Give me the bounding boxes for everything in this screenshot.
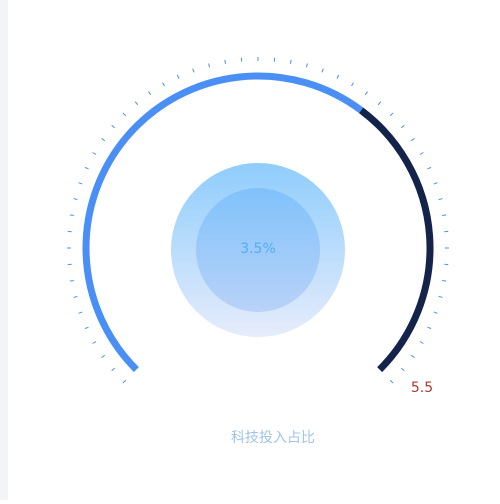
value-label: 3.5% [240,241,276,257]
minor-tick [390,380,393,383]
minor-tick [85,167,89,169]
minor-tick [102,355,105,357]
minor-tick [112,125,115,128]
minor-tick [322,69,323,73]
minor-tick [74,199,78,200]
side-strip [0,0,8,500]
minor-tick [365,92,367,95]
minor-tick [148,92,150,95]
minor-tick [439,296,443,297]
minor-tick [434,312,438,313]
minor-tick [390,113,393,116]
minor-tick [378,102,381,105]
minor-tick [306,64,307,68]
minor-tick [225,60,226,64]
minor-tick [123,113,126,116]
minor-tick [79,312,83,313]
minor-tick [352,83,354,86]
gauge-track [361,110,430,369]
minor-tick [163,83,165,86]
minor-tick [135,102,138,105]
minor-tick [70,215,74,216]
minor-tick [290,60,291,64]
minor-tick [177,75,179,79]
minor-tick [93,153,96,155]
minor-tick [401,368,404,371]
minor-tick [442,280,446,281]
minor-tick [337,75,339,79]
minor-tick [102,138,105,140]
minor-tick [411,138,414,140]
minor-tick [420,342,423,344]
minor-tick [112,368,115,371]
minor-tick [123,380,126,383]
minor-tick [70,280,74,281]
minor-tick [74,296,78,297]
chart-title: 科技投入占比 [231,430,315,446]
minor-tick [427,167,431,169]
minor-tick [209,64,210,68]
minor-tick [411,355,414,357]
minor-tick [439,199,443,200]
minor-tick [442,215,446,216]
minor-tick [85,327,89,329]
minor-tick [79,183,83,184]
minor-tick [193,69,194,73]
minor-tick [93,342,96,344]
minor-tick [420,153,423,155]
max-label: 5.5 [411,380,433,396]
minor-tick [401,125,404,128]
minor-tick [427,327,431,329]
minor-tick [434,183,438,184]
